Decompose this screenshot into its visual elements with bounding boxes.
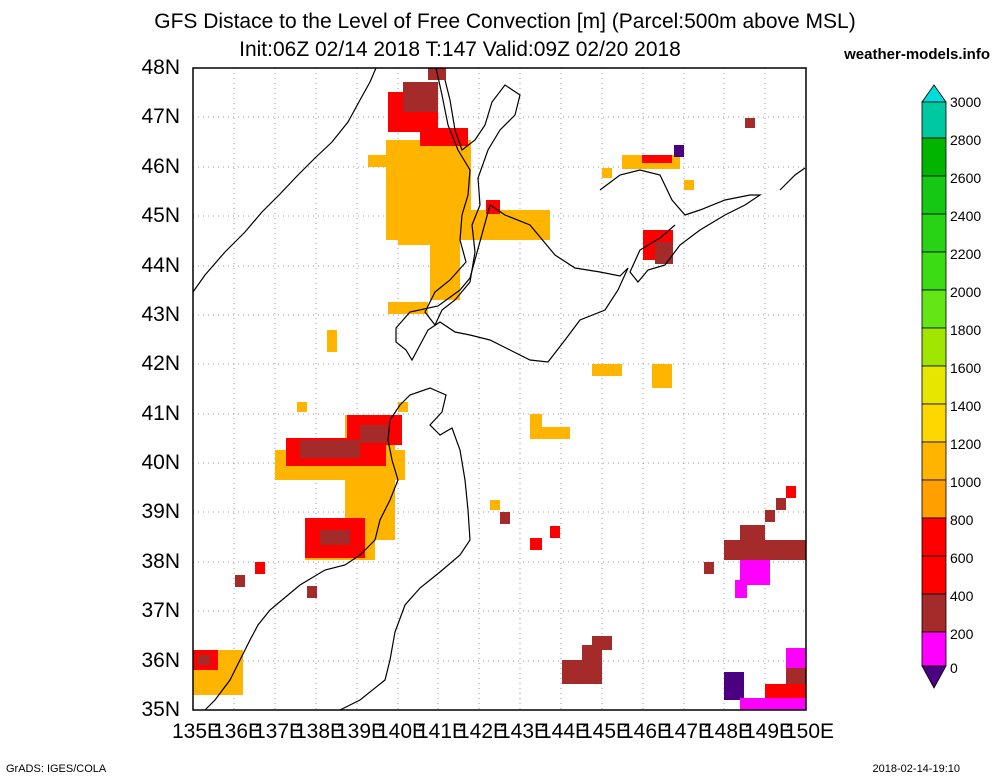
colorbar-label-1600: 1600 [950,360,982,376]
lat-label-37n: 37N [141,599,180,622]
lat-label-40n: 40N [141,451,180,474]
colorbar-label-2800: 2800 [950,132,982,148]
lat-label-39n: 39N [141,500,180,523]
colorbar-label-0: 0 [950,660,958,676]
colorbar-label-800: 800 [950,512,974,528]
lat-label-41n: 41N [141,402,180,425]
shaded-field [193,68,806,710]
colorbar-label-3000: 3000 [950,94,982,110]
grid-lines [193,68,806,710]
footer-timestamp: 2018-02-14-19:10 [872,763,960,775]
colorbar-label-1400: 1400 [950,398,982,414]
map-title-line2: Init:06Z 02/14 2018 T:147 Valid:09Z 02/2… [239,38,681,61]
lon-label-136e: 136E [213,720,263,743]
lat-label-46n: 46N [141,155,180,178]
lat-label-38n: 38N [141,550,180,573]
map-frame [192,67,807,711]
colorbar-label-1800: 1800 [950,322,982,338]
lon-label-148e: 148E [703,720,753,743]
lon-label-141e: 141E [417,720,467,743]
lat-label-47n: 47N [141,105,180,128]
lon-label-149e: 149E [744,720,794,743]
lat-label-45n: 45N [141,204,180,227]
lat-label-43n: 43N [141,303,180,326]
lon-label-143e: 143E [499,720,549,743]
lat-label-35n: 35N [141,698,180,721]
lat-label-44n: 44N [141,254,180,277]
lon-label-142e: 142E [458,720,508,743]
lon-label-135e: 135E [172,720,222,743]
lat-label-42n: 42N [141,352,180,375]
map-title-line1: GFS Distace to the Level of Free Convect… [154,10,856,33]
colorbar-label-1000: 1000 [950,474,982,490]
colorbar [921,84,947,689]
lon-label-150e: 150E [785,720,835,743]
colorbar-label-2200: 2200 [950,246,982,262]
colorbar-label-2600: 2600 [950,170,982,186]
site-label: weather-models.info [844,46,990,63]
lon-label-140e: 140E [377,720,427,743]
lon-label-139e: 139E [336,720,386,743]
colorbar-label-2000: 2000 [950,284,982,300]
colorbar-label-2400: 2400 [950,208,982,224]
coastlines [192,67,806,711]
lon-label-147e: 147E [663,720,713,743]
lon-label-138e: 138E [295,720,345,743]
footer-grads: GrADS: IGES/COLA [6,763,107,775]
colorbar-label-600: 600 [950,550,974,566]
lon-label-137e: 137E [254,720,304,743]
lon-label-144e: 144E [540,720,590,743]
colorbar-label-1200: 1200 [950,436,982,452]
colorbar-label-400: 400 [950,588,974,604]
lon-label-145e: 145E [581,720,631,743]
lat-label-36n: 36N [141,649,180,672]
colorbar-label-200: 200 [950,626,974,642]
lon-label-146e: 146E [622,720,672,743]
lat-label-48n: 48N [141,56,180,79]
